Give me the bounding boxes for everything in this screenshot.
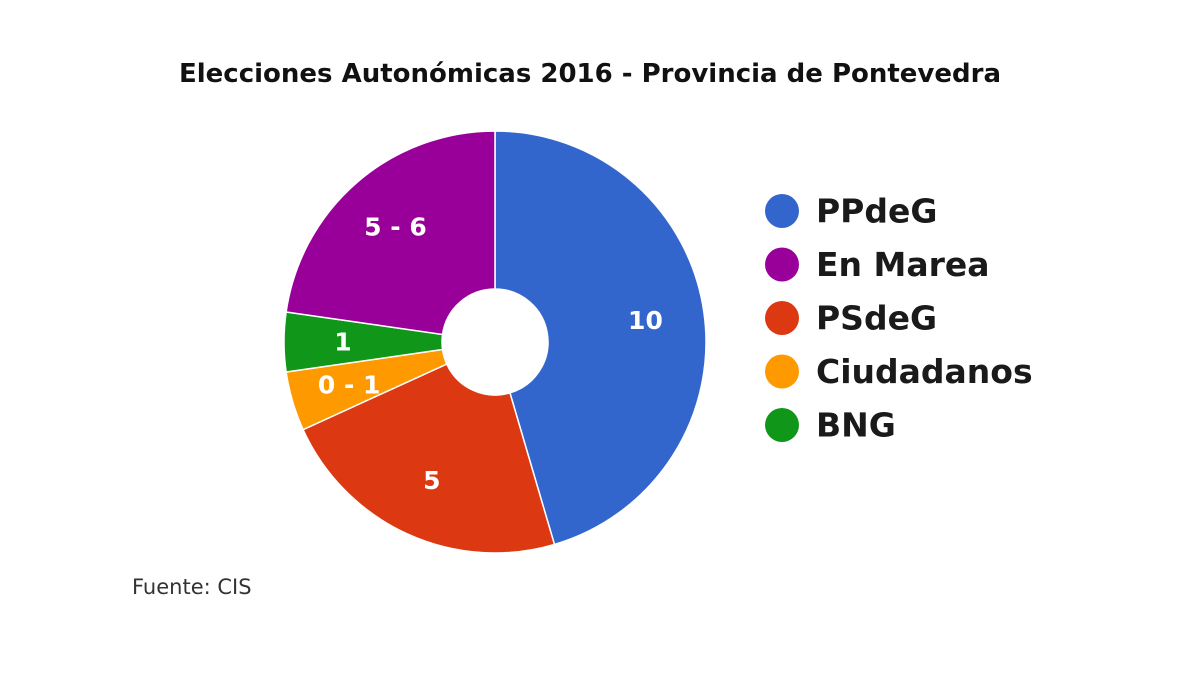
legend-label-psdeg: PSdeG (816, 299, 937, 338)
legend-marker-psdeg (765, 301, 799, 335)
legend-marker-en-marea (765, 247, 799, 282)
slice-label-ppdeg: 10 (628, 306, 663, 335)
pie-slice-psdeg (302, 363, 556, 554)
slice-label-bng: 1 (334, 328, 351, 357)
legend-label-ppdeg: PPdeG (816, 192, 937, 231)
slice-label-en-marea: 5 - 6 (364, 213, 427, 242)
source-note: Fuente: CIS (132, 575, 252, 599)
chart-legend: PPdeG En Marea PSdeG Ciudadanos BNG (765, 192, 1033, 445)
pie-slice-labels: 10 5 0 - 1 1 5 - 6 (318, 213, 663, 495)
pie-slice-en-marea (285, 130, 496, 336)
slice-label-psdeg: 5 (423, 466, 440, 495)
legend-label-en-marea: En Marea (816, 245, 990, 284)
legend-marker-bng (765, 408, 799, 442)
legend-marker-ppdeg (765, 194, 799, 228)
legend-marker-ciudadanos (765, 354, 799, 389)
pie-slice-ppdeg (494, 130, 707, 546)
pie-slices (283, 130, 707, 554)
slice-label-ciudadanos: 0 - 1 (318, 370, 381, 399)
legend-label-ciudadanos: Ciudadanos (816, 352, 1033, 391)
chart-title: Elecciones Autonómicas 2016 - Provincia … (179, 59, 1001, 89)
legend-label-bng: BNG (816, 406, 896, 445)
